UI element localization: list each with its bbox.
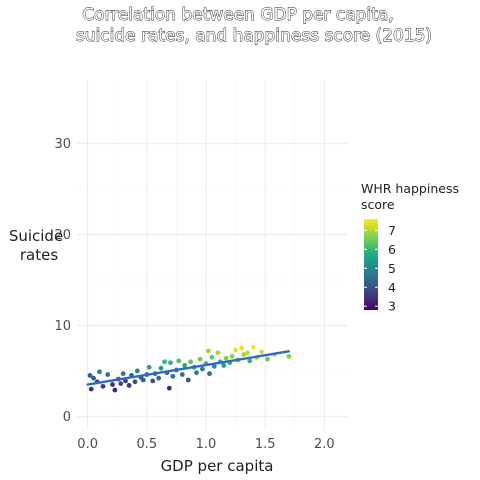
x-tick-label: 0.0 [77, 437, 98, 452]
data-point [158, 365, 164, 371]
legend-break-label: 4 [388, 280, 396, 295]
y-axis-title: Suicide rates [9, 227, 63, 264]
x-tick-label: 1.0 [196, 437, 217, 452]
y-tick-label: 0 [63, 410, 71, 425]
data-point [168, 360, 173, 366]
data-point [176, 358, 182, 364]
data-point [194, 370, 199, 376]
data-point [215, 350, 221, 356]
legend-title-line-2: score [361, 197, 395, 212]
data-points [87, 344, 292, 393]
y-tick-label: 30 [54, 137, 71, 152]
legend-colorbar [364, 219, 378, 310]
data-point [112, 387, 118, 393]
x-tick-label: 2.0 [314, 437, 335, 452]
data-point [241, 352, 247, 357]
data-point [123, 378, 128, 384]
data-point [87, 373, 93, 378]
legend-breaks: 3 4 5 6 7 [364, 223, 396, 314]
data-point [132, 379, 138, 385]
data-point [146, 364, 152, 370]
x-tick-label: 1.5 [255, 437, 276, 452]
data-point [205, 348, 211, 354]
y-tick-label: 20 [54, 228, 71, 243]
data-point [100, 383, 106, 389]
data-point [207, 371, 212, 377]
y-axis-ticks: 0 10 20 30 [54, 137, 71, 425]
y-axis-title-line-2: rates [20, 246, 58, 264]
chart-title-line-1: Correlation between GDP per capita, [82, 5, 393, 25]
data-point [162, 359, 167, 365]
chart-title: Correlation between GDP per capita, suic… [75, 5, 432, 47]
data-point [170, 373, 176, 379]
data-point [247, 358, 253, 364]
trend-line [86, 350, 291, 386]
data-point [156, 375, 162, 381]
data-point [250, 344, 256, 350]
y-axis-title-line-1: Suicide [9, 227, 63, 245]
data-point [200, 366, 205, 372]
legend-break-label: 7 [388, 223, 396, 238]
data-point [211, 363, 217, 369]
data-point [239, 345, 244, 351]
data-point [110, 382, 115, 387]
data-point [233, 347, 238, 353]
data-point [259, 349, 265, 355]
data-point [91, 375, 96, 381]
x-tick-label: 0.5 [136, 437, 157, 452]
data-point [286, 353, 292, 359]
data-point [185, 377, 191, 383]
legend-break-label: 6 [388, 242, 396, 257]
data-point [229, 353, 235, 359]
data-point [265, 356, 270, 362]
x-axis-title: GDP per capita [161, 457, 274, 475]
data-point [126, 383, 132, 388]
data-point [88, 386, 94, 392]
legend-title-line-1: WHR happiness [361, 181, 459, 196]
data-point [245, 350, 250, 356]
color-legend: WHR happiness score 3 4 5 6 7 [361, 181, 459, 314]
data-point [197, 356, 203, 362]
data-point [150, 378, 156, 384]
data-point [221, 363, 227, 368]
data-point [179, 372, 185, 377]
legend-break-label: 3 [388, 299, 396, 314]
data-point [166, 385, 172, 391]
data-point [188, 359, 194, 365]
data-point [120, 371, 126, 377]
data-point [105, 372, 111, 377]
data-point [140, 377, 146, 383]
data-point [134, 368, 140, 374]
data-point [223, 355, 229, 361]
y-tick-label: 10 [54, 319, 71, 334]
legend-break-label: 5 [388, 261, 396, 276]
data-point [118, 381, 124, 387]
chart-title-line-2: suicide rates, and happiness score (2015… [76, 26, 432, 46]
data-point [182, 363, 188, 368]
grid-lines [77, 80, 348, 430]
data-point [209, 354, 215, 360]
x-axis-ticks: 0.0 0.5 1.0 1.5 2.0 [77, 437, 334, 452]
data-point [97, 369, 102, 375]
